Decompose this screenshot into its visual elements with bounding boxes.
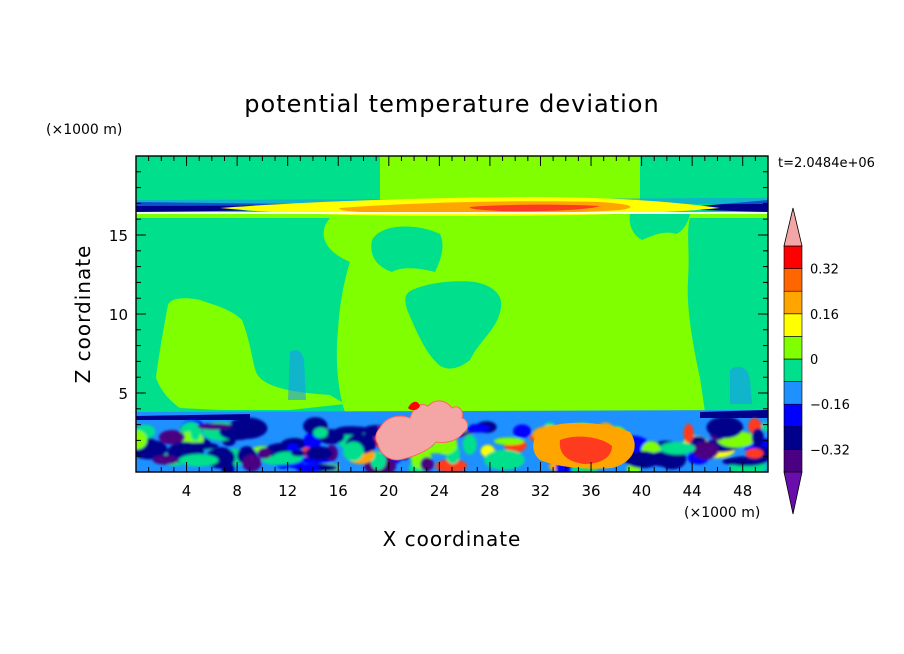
feature-hole-2 — [405, 281, 502, 369]
y-tick-label: 5 — [118, 385, 128, 403]
turbulence-blob — [706, 416, 744, 439]
colorbar-band — [783, 336, 803, 360]
turbulence-blob — [334, 426, 367, 436]
turbulence-blob — [751, 428, 764, 447]
y-tick-label: 10 — [109, 306, 128, 324]
y-axis: 5 10 15 — [109, 171, 768, 457]
turbulence-blob — [683, 423, 694, 444]
colorbar-band — [783, 313, 803, 337]
turbulence-blob — [420, 457, 434, 472]
feature-plume-west — [156, 298, 345, 410]
feature-upper-warm-red — [469, 204, 600, 212]
turbulence-blob — [257, 447, 272, 459]
colorbar: 0.32 0.16 0 −0.16 −0.32 — [783, 207, 850, 515]
feature-upper-warm-white — [136, 212, 768, 214]
colorbar-extend-top — [783, 207, 803, 247]
turbulence-blob — [465, 424, 490, 433]
turbulence-blob — [313, 427, 328, 439]
colorbar-band — [783, 381, 803, 405]
feature-inversion-cyan-west — [288, 350, 306, 400]
y-tick-label: 15 — [109, 227, 128, 245]
turbulence-blob — [692, 441, 719, 460]
feature-hole-3 — [629, 214, 690, 240]
feature-inversion-cyan-east — [730, 366, 752, 404]
time-label: t=2.0484e+06 — [778, 156, 875, 171]
colorbar-extend-bottom — [783, 471, 803, 515]
turbulence-blob — [761, 421, 768, 432]
turbulence-blob — [659, 441, 696, 455]
turbulence-blob — [196, 423, 233, 430]
heatmap-field — [136, 156, 768, 472]
y-unit-label: (×1000 m) — [46, 122, 122, 138]
colorbar-tick-label: 0 — [810, 353, 818, 368]
x-tick-label: 12 — [278, 482, 297, 500]
turbulence-blob — [178, 454, 219, 467]
x-axis-title: X coordinate — [383, 527, 522, 551]
x-tick-label: 4 — [182, 482, 192, 500]
colorbar-band — [783, 358, 803, 382]
turbulence-blob — [136, 430, 148, 450]
turbulence-blob — [493, 437, 525, 445]
turbulence-blob — [745, 448, 764, 459]
turbulence-blob — [242, 454, 262, 472]
x-tick-label: 16 — [329, 482, 348, 500]
x-tick-label: 40 — [632, 482, 651, 500]
turbulence-blob — [305, 446, 333, 461]
colorbar-band — [783, 245, 803, 269]
x-tick-label: 28 — [480, 482, 499, 500]
x-tick-label: 8 — [232, 482, 242, 500]
x-tick-label: 24 — [430, 482, 449, 500]
turbulence-blob — [370, 451, 387, 471]
colorbar-band — [783, 403, 803, 428]
turbulence-blob — [462, 434, 477, 455]
turbulence-blob — [435, 459, 468, 472]
turbulence-blob — [286, 443, 299, 452]
turbulence-blob — [290, 450, 306, 457]
x-tick-label: 32 — [531, 482, 550, 500]
x-tick-label: 20 — [379, 482, 398, 500]
colorbar-band — [783, 426, 803, 450]
colorbar-band — [783, 268, 803, 292]
x-tick-label: 44 — [683, 482, 702, 500]
turbulence-blob — [483, 449, 525, 471]
chart-title: potential temperature deviation — [244, 90, 659, 118]
x-tick-label: 48 — [733, 482, 752, 500]
turbulence-blob — [158, 430, 185, 445]
turbulence-blob — [142, 440, 167, 456]
y-axis-title: Z coordinate — [71, 245, 95, 384]
colorbar-band — [783, 449, 803, 473]
colorbar-tick-label: −0.16 — [810, 398, 850, 413]
colorbar-tick-label: 0.32 — [810, 263, 839, 278]
feature-upper-neutral-band — [380, 156, 640, 200]
turbulence-blob — [343, 441, 364, 462]
x-unit-label: (×1000 m) — [684, 505, 760, 521]
feature-hole-1 — [371, 226, 443, 272]
boundary-layer-blobs — [136, 416, 768, 472]
colorbar-tick-label: −0.32 — [810, 443, 850, 458]
turbulence-blob — [221, 459, 235, 472]
x-tick-label: 36 — [581, 482, 600, 500]
turbulence-blob — [513, 424, 532, 439]
colorbar-tick-label: 0.16 — [810, 308, 839, 323]
x-axis: 4 8 12 16 20 24 28 32 36 40 44 48 — [148, 156, 756, 500]
feature-east-warm-red — [559, 436, 612, 464]
turbulence-blob — [726, 456, 767, 466]
colorbar-band — [783, 290, 803, 315]
turbulence-blob — [624, 451, 661, 469]
turbulence-blob — [152, 454, 179, 465]
feature-thermal-top — [408, 401, 420, 411]
turbulence-blob — [295, 463, 320, 472]
